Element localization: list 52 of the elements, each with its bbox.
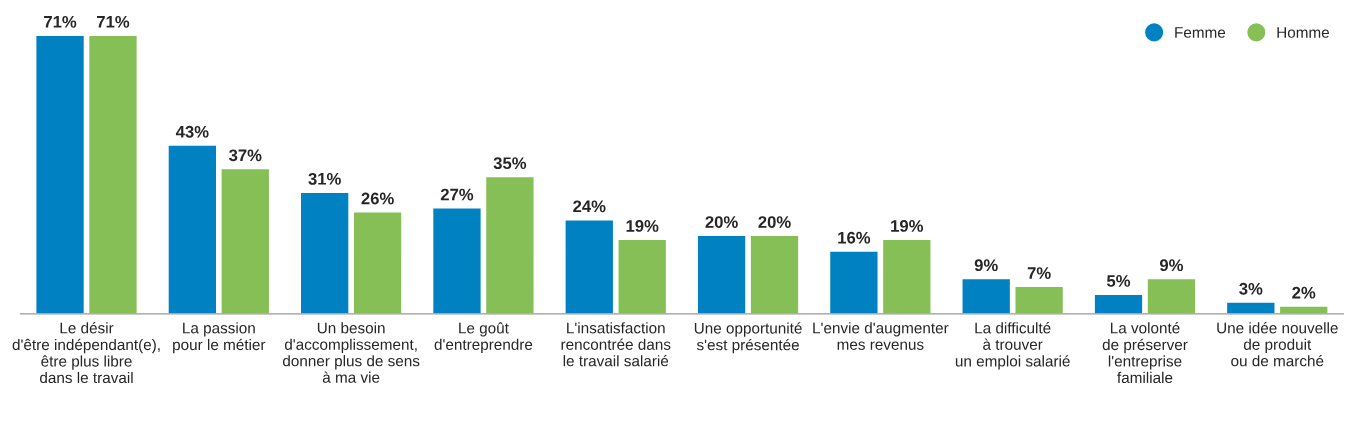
data-label: 16% — [838, 231, 871, 244]
data-label: 5% — [1106, 275, 1131, 287]
bar — [696, 234, 747, 314]
x-tick-label: L'envie d'augmenter mes revenus — [813, 322, 949, 350]
bar — [881, 238, 932, 314]
data-label: 9% — [974, 259, 998, 272]
data-label: 19% — [891, 220, 924, 232]
bar — [167, 144, 218, 314]
bar — [828, 250, 879, 314]
x-tick-label: Le goût d'entreprendre — [434, 322, 533, 353]
data-label: 35% — [493, 157, 527, 170]
bar — [1146, 277, 1197, 314]
bar — [352, 211, 403, 314]
x-tick-label: Une opportunité s'est présentée — [694, 322, 802, 354]
x-tick-label: Une idée nouvelle de produit ou de marché — [1217, 322, 1338, 367]
data-label: 31% — [308, 172, 341, 185]
x-tick-label: La passion pour le métier — [173, 322, 266, 354]
data-label: 24% — [573, 200, 606, 213]
data-label: 20% — [758, 216, 791, 228]
data-label: 20% — [705, 216, 738, 228]
bar — [35, 34, 86, 314]
data-label: 37% — [228, 149, 262, 162]
data-label: 7% — [1027, 267, 1051, 279]
bar — [961, 277, 1012, 314]
data-label: 3% — [1239, 282, 1263, 295]
data-label: 9% — [1159, 259, 1184, 272]
bar — [299, 191, 350, 314]
data-label: 71% — [44, 15, 77, 28]
bar — [220, 167, 271, 314]
data-label: 43% — [175, 125, 209, 138]
bar — [87, 34, 139, 314]
bar — [564, 218, 615, 314]
legend-label: Femme — [1175, 27, 1226, 38]
x-tick-label: Un besoin d'accomplissement, donner plus de sens à ma vie — [282, 322, 420, 383]
data-label: 2% — [1292, 286, 1316, 299]
bar — [1014, 285, 1065, 314]
data-label: 27% — [440, 188, 474, 201]
data-label: 19% — [626, 220, 659, 232]
bar — [1093, 293, 1144, 314]
bar — [431, 207, 483, 314]
data-label: 71% — [97, 15, 130, 28]
x-tick-label: La difficulté à trouver un emploi salarié — [955, 322, 1070, 370]
bar — [1278, 305, 1329, 314]
x-tick-label: Le désir d'être indépendant(e), être plus libre dans le travail — [12, 322, 160, 384]
legend-label: Homme — [1277, 27, 1329, 38]
bar — [1225, 301, 1276, 314]
x-tick-label: La volonté de préserver l'entreprise familiale — [1102, 322, 1188, 384]
bar — [617, 238, 668, 314]
bar — [484, 175, 535, 314]
x-tick-label: L'insatisfaction rencontrée dans le travail salarié — [561, 322, 671, 367]
bar — [749, 234, 800, 314]
data-label: 26% — [361, 192, 394, 205]
